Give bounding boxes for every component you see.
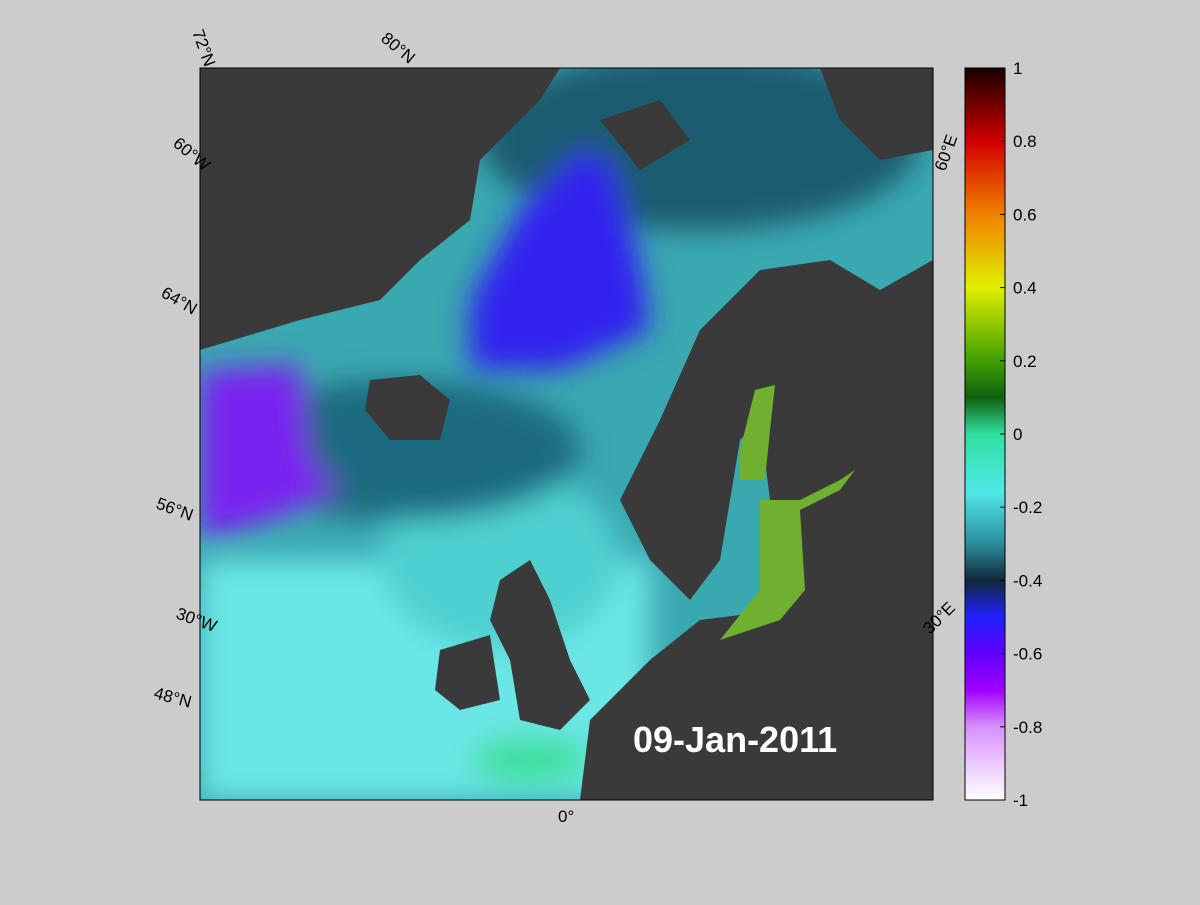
graticule-label: 56°N: [154, 494, 196, 525]
colorbar-tick-label: 1: [1013, 59, 1022, 78]
graticule-label: 72°N: [188, 27, 219, 69]
graticule-label: 0°: [558, 807, 574, 826]
baltic: [720, 385, 855, 640]
map-frame: [199, 67, 934, 801]
colorbar-tick-label: -0.2: [1013, 498, 1042, 517]
land: [200, 68, 933, 800]
colorbar-tick-label: -0.8: [1013, 718, 1042, 737]
colorbar-tick-label: 0.2: [1013, 352, 1037, 371]
colorbar-ticks: -1 -0.8 -0.6 -0.4 -0.2 0 0.2 0.4 0.6 0.8 1: [1000, 59, 1042, 810]
graticule-label: 80°N: [377, 29, 418, 68]
colorbar: [964, 67, 1006, 801]
graticule-label: 60°E: [931, 132, 962, 173]
colorbar-tick-label: 0.8: [1013, 132, 1037, 151]
colorbar-tick-label: -1: [1013, 791, 1028, 810]
graticule-label: 48°N: [152, 684, 194, 712]
colorbar-tick-label: 0.6: [1013, 205, 1037, 224]
map: [200, 68, 933, 800]
colorbar-tick-label: -0.6: [1013, 645, 1042, 664]
date-label: 09-Jan-2011: [633, 719, 837, 760]
colorbar-tick-label: -0.4: [1013, 571, 1042, 590]
graticule-label: 64°N: [158, 283, 200, 318]
colorbar-tick-label: 0.4: [1013, 279, 1037, 298]
colorbar-tick-label: 0: [1013, 425, 1022, 444]
